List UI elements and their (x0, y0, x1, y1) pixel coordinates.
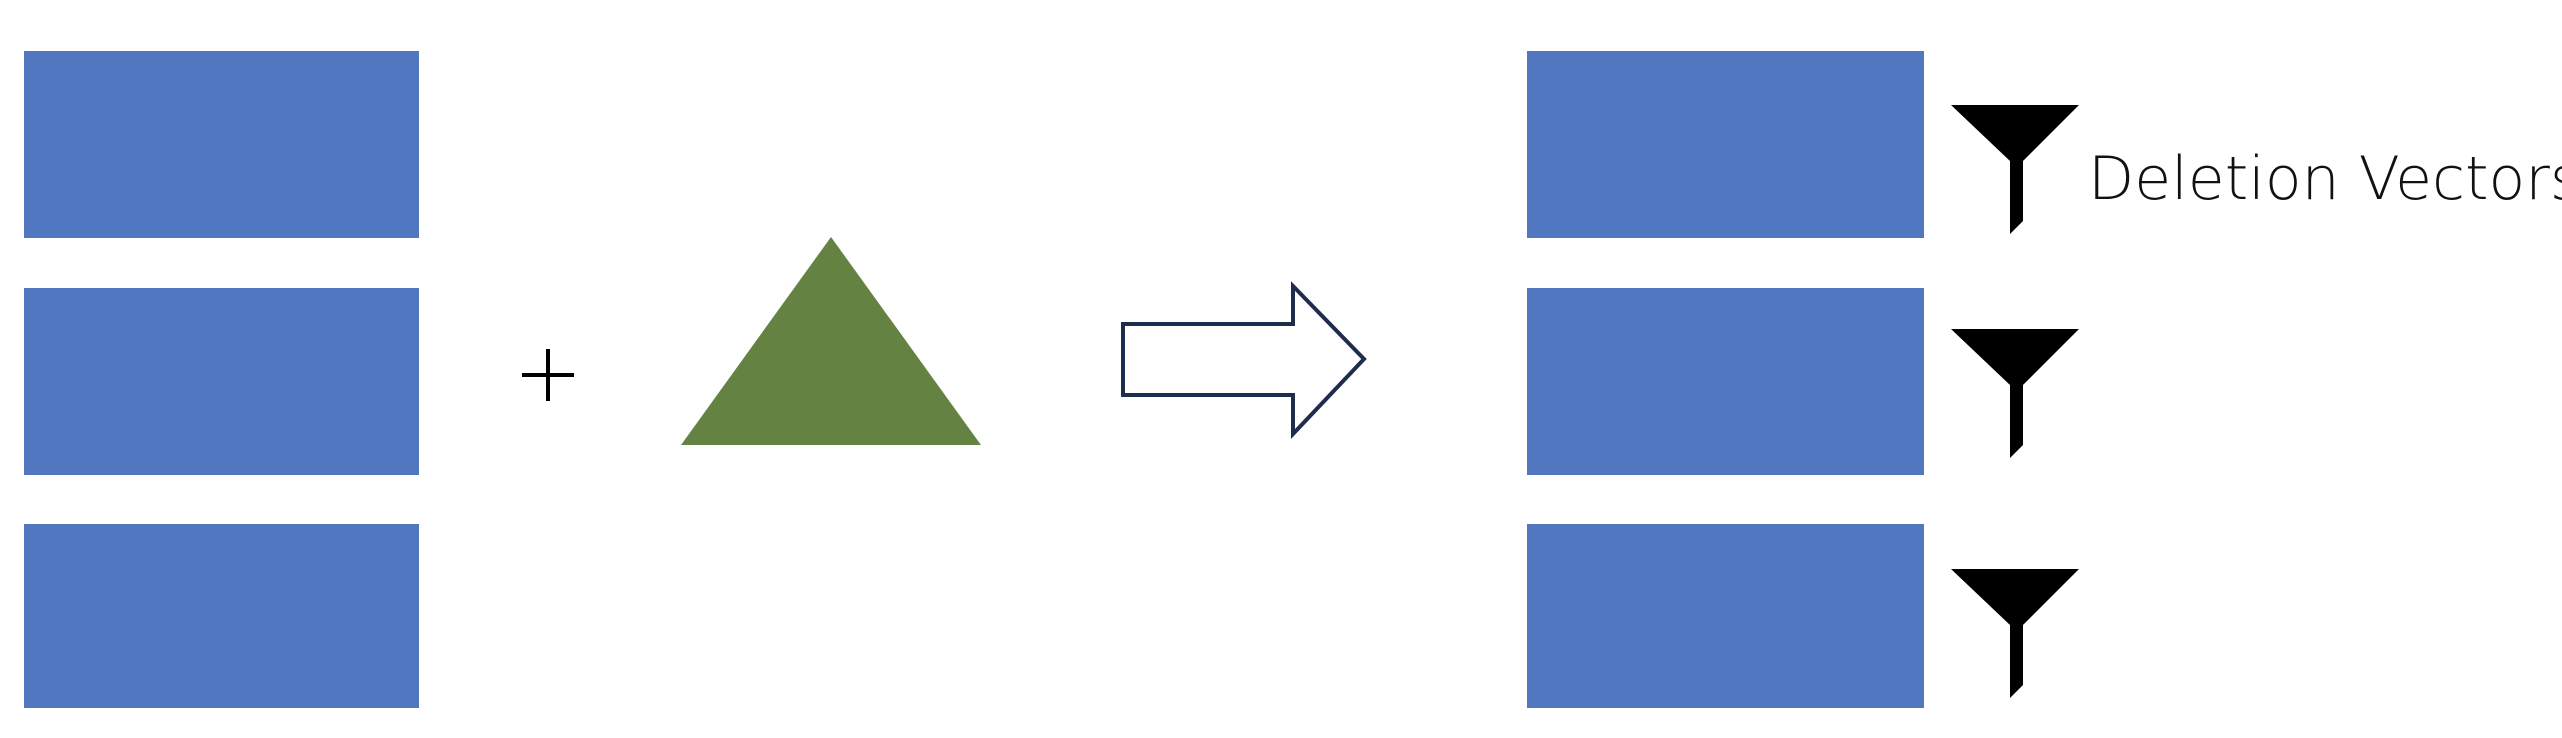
right-arrow-icon (1121, 281, 1367, 440)
triangle-shape (681, 237, 981, 445)
left-block-1 (24, 51, 419, 238)
right-block-3 (1527, 524, 1924, 708)
filter-funnel-icon (1951, 105, 2079, 234)
filter-funnel-icon (1951, 569, 2079, 698)
left-block-2 (24, 288, 419, 475)
deletion-vectors-label: Deletion Vectors (2088, 144, 2562, 214)
right-block-2 (1527, 288, 1924, 475)
plus-icon (522, 349, 574, 401)
right-block-1 (1527, 51, 1924, 238)
filter-funnel-icon (1951, 329, 2079, 458)
left-block-3 (24, 524, 419, 708)
